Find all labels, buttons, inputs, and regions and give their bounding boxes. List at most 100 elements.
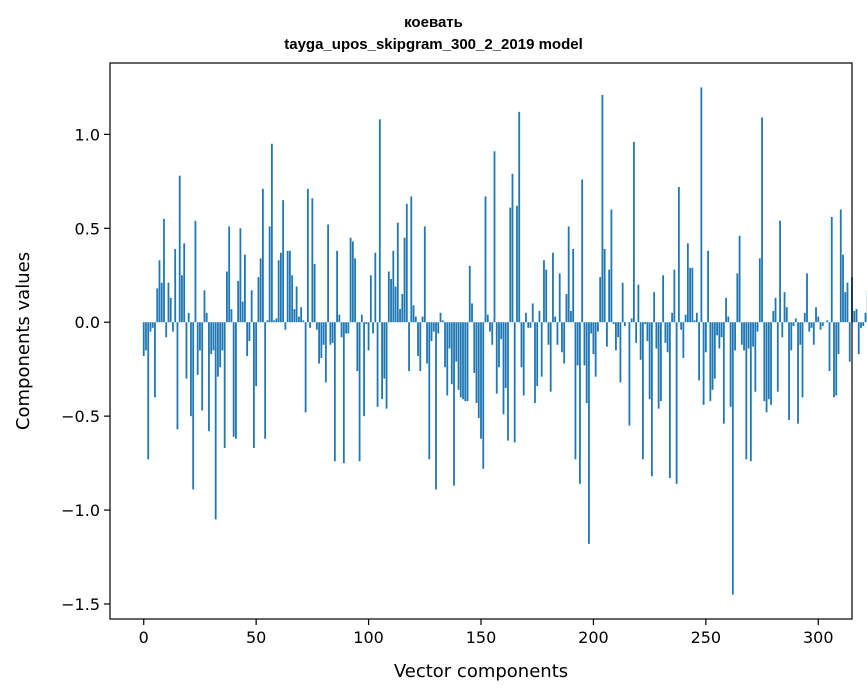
bar [603, 248, 606, 323]
bar [331, 322, 334, 343]
bar [462, 322, 464, 400]
bar [588, 322, 590, 544]
bar [529, 322, 532, 328]
bar [221, 322, 224, 351]
bar [232, 322, 235, 437]
bar [322, 322, 325, 345]
bar [563, 322, 566, 364]
bar [190, 322, 192, 417]
bar [381, 322, 383, 400]
bar [520, 322, 523, 368]
bar [606, 322, 608, 347]
bar [142, 322, 145, 357]
bar [349, 237, 352, 323]
y-tick-label: −1.0 [61, 501, 100, 520]
bar [196, 322, 199, 375]
bar [547, 322, 550, 345]
bar [300, 307, 303, 323]
bar [509, 207, 512, 323]
bar [466, 322, 469, 402]
x-tick-label: 50 [246, 628, 266, 647]
bar [864, 312, 867, 323]
bar [468, 265, 471, 323]
bar [367, 322, 370, 351]
bar [815, 307, 817, 323]
bar [650, 322, 653, 477]
bar [689, 267, 692, 323]
bar [237, 280, 240, 323]
bar [862, 322, 865, 326]
bar [561, 322, 563, 353]
bar [363, 322, 365, 417]
bar [794, 318, 797, 323]
bar [756, 322, 759, 332]
bar [752, 322, 754, 347]
bar [722, 322, 725, 424]
bar [709, 322, 712, 402]
bar [792, 322, 795, 326]
bar [441, 320, 444, 323]
bar [174, 248, 177, 323]
chart-subtitle: tayga_upos_skipgram_300_2_2019 model [284, 36, 583, 53]
bar [500, 322, 503, 340]
bar [374, 252, 377, 323]
bar [749, 322, 752, 462]
bar [432, 322, 435, 332]
x-tick-label: 150 [466, 628, 497, 647]
bar [172, 322, 174, 332]
bar [385, 322, 388, 409]
bar [513, 322, 516, 443]
bar [358, 322, 361, 462]
bar [282, 200, 285, 323]
bar [738, 235, 741, 323]
y-tick-label: 0.0 [75, 313, 100, 332]
bar [311, 198, 314, 323]
bar [507, 322, 509, 441]
bar [255, 322, 258, 387]
bar [194, 220, 197, 323]
bar [637, 284, 640, 323]
bar [304, 322, 307, 413]
bar [702, 322, 705, 405]
bar [585, 322, 588, 403]
bar [576, 322, 579, 366]
bar [250, 290, 253, 323]
bar [210, 322, 213, 355]
bar [167, 282, 170, 323]
bar [489, 322, 491, 332]
bar [788, 322, 790, 420]
bar [581, 179, 584, 323]
bar [264, 322, 267, 439]
bar [340, 322, 343, 338]
bar [558, 273, 561, 323]
bar [360, 314, 363, 323]
bar [183, 243, 186, 323]
bar [147, 322, 150, 460]
bar [592, 322, 595, 355]
bar [765, 322, 768, 413]
bar [351, 241, 354, 323]
bar [394, 286, 397, 323]
bar [839, 209, 842, 323]
bar [758, 258, 761, 323]
bar [799, 322, 802, 345]
bar [608, 269, 611, 323]
bar [208, 322, 210, 432]
bar [169, 297, 172, 323]
bar [817, 316, 820, 323]
bar [808, 322, 811, 332]
bar [745, 322, 748, 460]
bar [318, 322, 321, 364]
bar [700, 87, 703, 323]
bar [149, 322, 152, 332]
bar [435, 322, 437, 490]
bar [226, 271, 228, 323]
bar [830, 217, 833, 323]
bar [655, 322, 658, 349]
bar [837, 322, 840, 355]
bar [365, 322, 368, 325]
bar [790, 322, 793, 351]
bar [163, 218, 165, 323]
bar [601, 94, 604, 323]
bar [835, 322, 838, 396]
